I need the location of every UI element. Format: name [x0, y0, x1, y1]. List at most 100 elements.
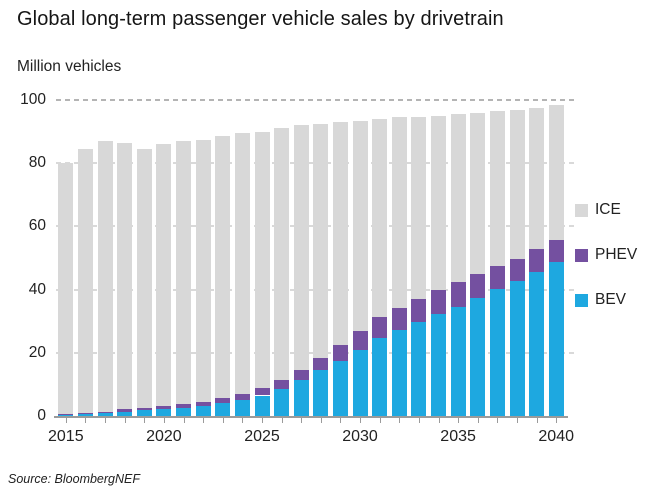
bar-segment-phev-2016: [77, 413, 93, 415]
bar-segment-ice-2022: [195, 139, 211, 402]
legend-swatch-ice: [575, 203, 588, 217]
y-axis-tick-label: 60: [28, 217, 46, 235]
x-axis-tick-label-2025: 2025: [244, 428, 280, 445]
x-axis-tick-label-2040: 2040: [538, 428, 574, 445]
bar-segment-ice-2023: [215, 136, 231, 399]
bar-segment-bev-2030: [352, 349, 368, 416]
bar-segment-ice-2021: [176, 141, 191, 404]
x-axis-tick: [124, 418, 126, 423]
bar-segment-phev-2020: [156, 405, 172, 410]
bar-segment-phev-2025: [254, 388, 270, 396]
bar-segment-ice-2032: [391, 117, 407, 308]
x-axis-tick: [320, 418, 322, 423]
x-axis-tick-label-2020: 2020: [146, 428, 182, 445]
bar-segment-bev-2034: [431, 313, 446, 416]
legend-label-bev: BEV: [595, 291, 627, 308]
legend-item-bev: BEV: [575, 291, 637, 308]
y-axis-tick-label: 40: [28, 280, 46, 298]
bar-segment-ice-2038: [509, 109, 525, 259]
bar-segment-bev-2024: [234, 399, 250, 416]
bar-segment-bev-2036: [470, 298, 486, 416]
bar-segment-phev-2029: [332, 345, 348, 361]
x-axis-tick: [262, 418, 263, 423]
bar-segment-phev-2040: [548, 239, 564, 263]
bar-segment-bev-2032: [391, 330, 407, 416]
bar-segment-ice-2029: [332, 122, 348, 346]
bar-segment-ice-2018: [117, 142, 133, 410]
x-axis-tick: [438, 418, 440, 423]
x-axis-tick: [536, 418, 538, 423]
bar-segment-phev-2034: [431, 290, 446, 314]
x-axis-tick-label-2015: 2015: [48, 428, 84, 445]
y-axis-unit-label: Million vehicles: [17, 58, 122, 75]
bar-segment-phev-2021: [176, 404, 191, 408]
bar-segment-bev-2019: [136, 410, 152, 416]
x-axis-tick: [281, 418, 283, 423]
x-axis-tick: [340, 418, 342, 423]
x-axis-tick: [360, 418, 361, 423]
bar-segment-bev-2035: [450, 306, 466, 416]
bar-segment-bev-2026: [274, 389, 290, 416]
bar-segment-phev-2023: [215, 398, 231, 403]
bar-segment-phev-2039: [529, 248, 545, 273]
legend-label-ice: ICE: [595, 201, 621, 218]
x-axis-tick-label-2030: 2030: [342, 428, 378, 445]
x-axis-tick: [477, 418, 479, 423]
bar-segment-ice-2015: [58, 163, 74, 415]
bar-segment-ice-2037: [489, 111, 505, 267]
bar-segment-bev-2040: [548, 262, 564, 416]
bar-segment-bev-2029: [332, 361, 348, 416]
bar-segment-bev-2015: [58, 415, 74, 416]
bar-segment-phev-2031: [372, 316, 388, 339]
x-axis-tick: [399, 418, 401, 423]
bar-segment-phev-2036: [470, 273, 486, 299]
x-axis-tick: [379, 418, 381, 423]
bar-segment-phev-2026: [274, 380, 290, 390]
bar-segment-bev-2016: [77, 414, 93, 416]
bar-segment-bev-2018: [117, 411, 133, 416]
y-axis-tick-label: 100: [20, 91, 46, 108]
bar-segment-phev-2022: [195, 401, 211, 406]
bar-segment-bev-2017: [97, 413, 113, 416]
bar-segment-ice-2017: [97, 141, 113, 412]
x-axis-tick: [85, 418, 87, 423]
bar-segment-phev-2017: [97, 411, 113, 414]
bar-segment-phev-2028: [313, 357, 329, 371]
x-axis-tick: [144, 418, 146, 423]
bar-segment-phev-2024: [234, 393, 250, 400]
bar-segment-phev-2018: [117, 409, 133, 412]
bar-segment-ice-2026: [274, 128, 290, 381]
x-axis-tick: [497, 418, 499, 423]
bar-segment-phev-2019: [136, 407, 152, 411]
bar-segment-bev-2025: [254, 395, 270, 416]
bar-segment-ice-2040: [548, 104, 564, 240]
y-axis-tick-label: 80: [28, 154, 46, 172]
bar-segment-bev-2031: [372, 338, 388, 416]
x-axis-line: [54, 416, 568, 418]
bar-segment-bev-2023: [215, 403, 231, 416]
bar-segment-phev-2035: [450, 282, 466, 307]
x-axis-tick: [418, 418, 420, 423]
bar-segment-phev-2015: [58, 414, 74, 416]
bar-segment-bev-2022: [195, 405, 211, 416]
bar-segment-ice-2027: [293, 125, 309, 370]
bar-segment-bev-2027: [293, 380, 309, 416]
x-axis-tick: [163, 418, 165, 423]
x-axis-tick: [458, 418, 460, 423]
bar-segment-ice-2019: [136, 149, 152, 408]
bar-segment-phev-2032: [391, 307, 407, 330]
bar-segment-bev-2037: [489, 289, 505, 416]
bar-segment-ice-2033: [411, 117, 427, 300]
bar-segment-ice-2039: [529, 107, 545, 249]
bar-segment-ice-2035: [450, 114, 466, 282]
chart-title: Global long-term passenger vehicle sales…: [17, 8, 504, 30]
x-axis-tick: [242, 418, 244, 423]
bar-segment-bev-2033: [411, 322, 427, 416]
gridline-100: [56, 99, 578, 101]
source-attribution: Source: BloombergNEF: [8, 472, 141, 486]
bar-segment-bev-2028: [313, 370, 329, 416]
x-axis-tick: [105, 418, 106, 423]
legend-item-phev: PHEV: [575, 246, 637, 263]
bar-segment-ice-2024: [234, 133, 250, 394]
x-axis-tick: [65, 418, 67, 423]
